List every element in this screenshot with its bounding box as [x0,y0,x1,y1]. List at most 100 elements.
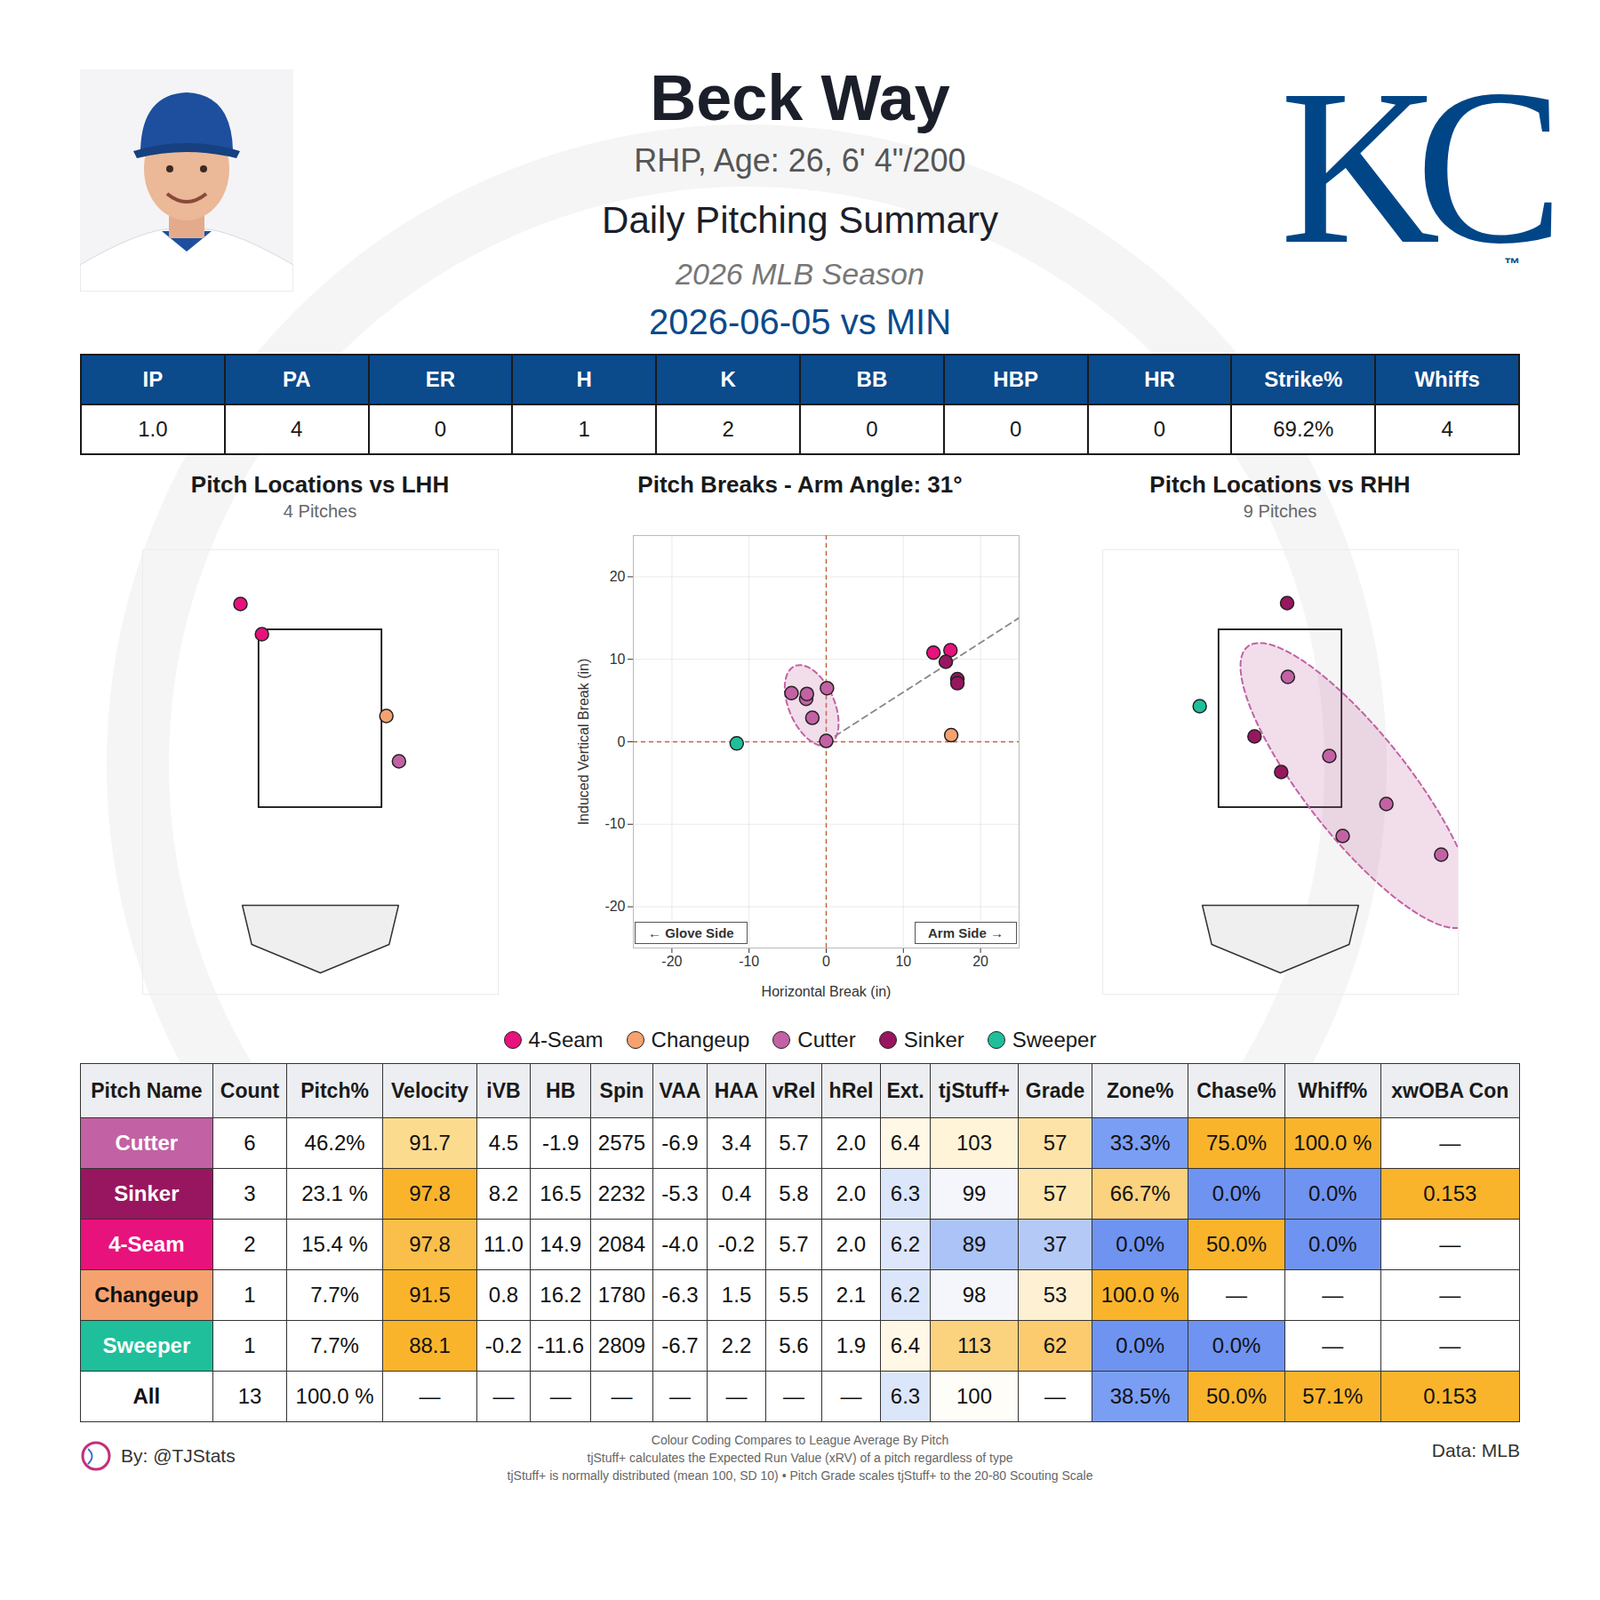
html-text:69.2%: 69.2% [1273,416,1334,441]
html-text:57: 57 [1043,1181,1068,1206]
svg-text:10: 10 [609,651,626,667]
svg-text:Induced Vertical Break (in): Induced Vertical Break (in) [576,658,592,826]
html-text:2.0: 2.0 [836,1130,866,1155]
html-text:-0.2: -0.2 [485,1333,522,1358]
svg-text:-20: -20 [661,953,682,969]
html-text:Pitch Breaks - Arm Angle: 31°: Pitch Breaks - Arm Angle: 31° [637,471,963,498]
html-text:91.7: 91.7 [408,1130,451,1155]
html-text:2026-06-05 vs MIN: 2026-06-05 vs MIN [648,302,952,342]
html-text:Daily Pitching Summary: Daily Pitching Summary [601,199,999,241]
html-text:0.153: 0.153 [1423,1181,1477,1206]
html-text:5.6: 5.6 [778,1333,809,1358]
svg-text:0: 0 [822,953,831,969]
html-text:Pitch Name: Pitch Name [90,1079,203,1103]
html-text:0.0%: 0.0% [1115,1333,1165,1358]
html-text:Cutter: Cutter [797,1027,856,1052]
svg-text:10: 10 [895,953,912,969]
html-text:PA: PA [282,367,311,392]
html-text:5.7: 5.7 [778,1130,809,1155]
html-text:Strike%: Strike% [1264,367,1343,392]
html-text:3.4: 3.4 [721,1130,752,1155]
svg-text:-10: -10 [738,953,760,969]
svg-text:20: 20 [609,568,626,584]
html-text:6.2: 6.2 [890,1282,921,1307]
html-text:Sinker: Sinker [903,1027,965,1052]
html-text:ER: ER [425,367,456,392]
html-text:6.4: 6.4 [890,1333,921,1358]
html-text:5.5: 5.5 [778,1282,809,1307]
html-text:HR: HR [1144,367,1175,392]
html-text:4-Seam: 4-Seam [528,1027,604,1052]
svg-text:-10: -10 [604,816,625,832]
html-text:4.5: 4.5 [488,1130,519,1155]
html-text:6.3: 6.3 [890,1181,921,1206]
html-text:BB: BB [856,367,888,392]
html-text:1.9: 1.9 [836,1333,866,1358]
html-text:91.5: 91.5 [408,1282,451,1307]
html-text:6.4: 6.4 [890,1130,921,1155]
html-text:97.8: 97.8 [408,1181,451,1206]
html-text:0.4: 0.4 [721,1181,752,1206]
html-text:23.1 %: 23.1 % [301,1181,368,1206]
html-text:KC: KC [1280,43,1539,290]
html-text:88.1: 88.1 [408,1333,451,1358]
html-text:7.7%: 7.7% [310,1333,360,1358]
svg-text:-20: -20 [604,898,625,914]
html-text:33.3%: 33.3% [1109,1130,1171,1155]
html-text:113: 113 [957,1333,992,1358]
html-text:2.0: 2.0 [836,1181,866,1206]
html-text:-1.9: -1.9 [542,1130,579,1155]
html-text:Pitch%: Pitch% [300,1079,369,1103]
html-text:Whiffs: Whiffs [1414,367,1480,392]
svg-text:Horizontal Break (in): Horizontal Break (in) [761,984,892,1000]
html-text:Pitch Locations vs LHH: Pitch Locations vs LHH [190,471,450,498]
html-text:Changeup: Changeup [651,1027,750,1052]
html-text:62: 62 [1043,1333,1068,1358]
html-text:98: 98 [962,1282,987,1307]
html-text:1780: 1780 [598,1282,646,1307]
html-text:2232: 2232 [598,1181,646,1206]
html-text:RHP, Age: 26, 6' 4"/200: RHP, Age: 26, 6' 4"/200 [634,142,966,179]
html-text:2.2: 2.2 [721,1333,752,1358]
html-text:66.7%: 66.7% [1109,1181,1171,1206]
html-text:0.0%: 0.0% [1212,1333,1261,1358]
html-text:7.7%: 7.7% [310,1282,360,1307]
html-text:75.0%: 75.0% [1206,1130,1267,1155]
html-text:2.1: 2.1 [836,1282,866,1307]
html-text:1.0: 1.0 [137,416,168,441]
html-text:16.5: 16.5 [539,1181,582,1206]
html-text:Sinker: Sinker [113,1181,180,1206]
html-text:8.2: 8.2 [488,1181,519,1206]
html-text:Sweeper: Sweeper [102,1333,191,1358]
html-text:100.0 %: 100.0 % [1100,1282,1180,1307]
html-text:0.0%: 0.0% [1212,1181,1261,1206]
html-text:-5.3: -5.3 [661,1181,699,1206]
html-text:100.0 %: 100.0 % [1293,1130,1372,1155]
html-text:16.2: 16.2 [539,1282,582,1307]
html-text:Sweeper: Sweeper [1012,1027,1097,1052]
html-text:-6.3: -6.3 [661,1282,699,1307]
html-text:-11.6: -11.6 [537,1333,585,1358]
html-text:46.2%: 46.2% [304,1130,365,1155]
html-text:2026 MLB Season: 2026 MLB Season [675,256,925,291]
html-text:-6.7: -6.7 [661,1333,699,1358]
html-text:-6.9: -6.9 [661,1130,699,1155]
html-text:5.8: 5.8 [778,1181,809,1206]
html-text:103: 103 [956,1130,993,1155]
html-text:2575: 2575 [598,1130,646,1155]
svg-text:0: 0 [617,734,626,750]
html-text:0.8: 0.8 [488,1282,519,1307]
html-text:0.0%: 0.0% [1308,1181,1358,1206]
html-text:HBP: HBP [993,367,1039,392]
html-text:Cutter: Cutter [115,1130,178,1155]
html-text:53: 53 [1043,1282,1068,1307]
html-text:Changeup: Changeup [94,1282,199,1307]
html-text:1.5: 1.5 [721,1282,752,1307]
html-text:2809: 2809 [598,1333,646,1358]
html-text:Beck Way: Beck Way [650,62,951,134]
html-text:Pitch Locations vs RHH: Pitch Locations vs RHH [1149,471,1411,498]
html-text:57: 57 [1043,1130,1068,1155]
html-text:Count: Count [220,1079,280,1103]
html-text:99: 99 [962,1181,987,1206]
svg-text:20: 20 [972,953,989,969]
